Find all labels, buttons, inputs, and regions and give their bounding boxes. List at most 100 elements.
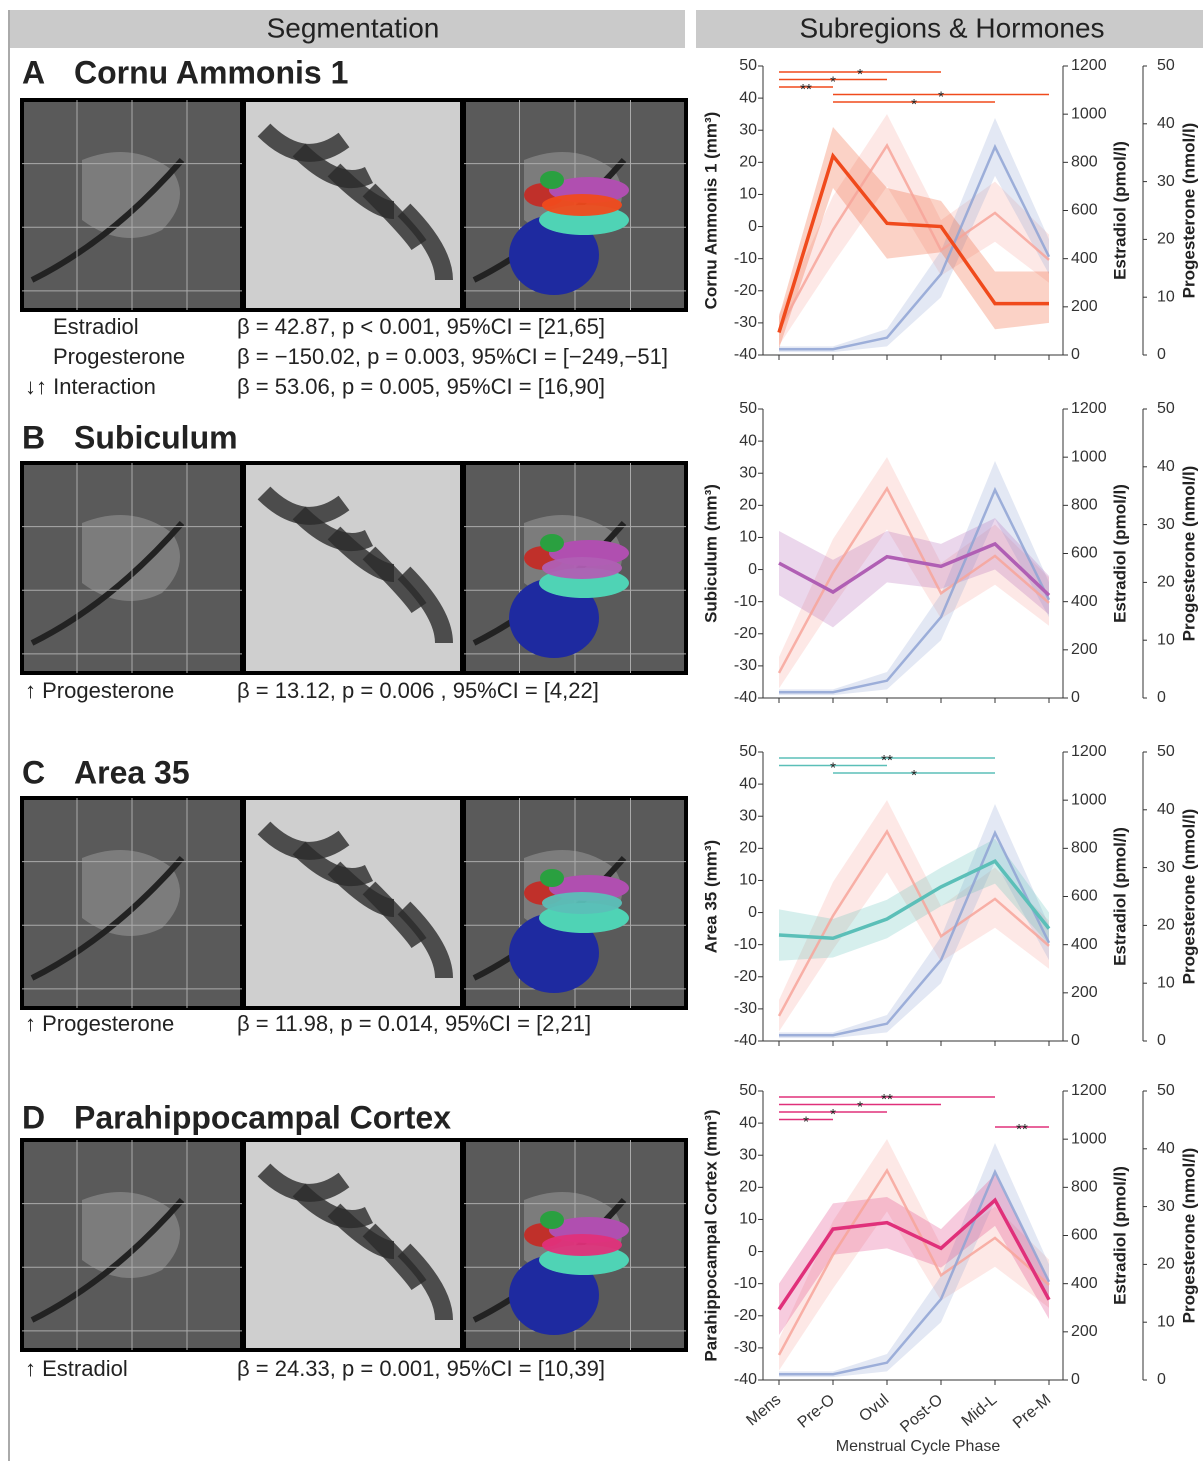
brain-image: [464, 463, 686, 673]
y3-tick-label: 40: [1157, 1140, 1175, 1157]
significance-label: *: [857, 1098, 863, 1115]
y3-tick-label: 0: [1157, 1371, 1166, 1388]
brain-image: [246, 465, 460, 671]
y-tick-label: -30: [734, 657, 757, 674]
y-tick-label: 20: [739, 154, 757, 171]
brain-image: [22, 798, 242, 1008]
y2-tick-label: 800: [1071, 154, 1098, 171]
y-tick-label: -30: [734, 1339, 757, 1356]
y2-tick-label: 0: [1071, 1371, 1080, 1388]
y3-tick-label: 50: [1157, 400, 1175, 417]
stat-label: ↑ Estradiol: [25, 1356, 128, 1381]
y2-tick-label: 1000: [1071, 105, 1107, 122]
y-axis-label: Subiculum (mm³): [701, 484, 720, 623]
y2-tick-label: 800: [1071, 840, 1098, 857]
y3-tick-label: 20: [1157, 231, 1175, 248]
y-tick-label: 0: [748, 1243, 757, 1260]
segment: [542, 557, 622, 579]
brain-image: [464, 100, 686, 310]
brain-image: [246, 800, 460, 1006]
significance-label: *: [830, 759, 836, 776]
stat-text: β = −150.02, p = 0.003, 95%CI = [−249,−5…: [237, 344, 668, 369]
brain-image: [22, 100, 242, 310]
y3-axis-label: Progesterone (nmol/l): [1179, 809, 1198, 985]
y3-tick-label: 40: [1157, 801, 1175, 818]
y2-tick-label: 400: [1071, 250, 1098, 267]
y-tick-label: -40: [734, 1371, 757, 1388]
y3-axis-label: Progesterone (nmol/l): [1179, 466, 1198, 642]
panel-letter: B: [22, 419, 45, 455]
panel-letter: D: [22, 1099, 45, 1135]
y2-tick-label: 200: [1071, 984, 1098, 1001]
segment: [542, 892, 622, 914]
y3-tick-label: 30: [1157, 516, 1175, 533]
y2-tick-label: 600: [1071, 888, 1098, 905]
x-axis-label: Menstrual Cycle Phase: [836, 1438, 1001, 1455]
stat-text: β = 53.06, p = 0.005, 95%CI = [16,90]: [237, 374, 605, 399]
y-tick-label: 0: [748, 218, 757, 235]
y2-tick-label: 600: [1071, 1227, 1098, 1244]
y-tick-label: 20: [739, 840, 757, 857]
segment: [540, 171, 564, 189]
y2-tick-label: 800: [1071, 497, 1098, 514]
panel-title: Subiculum: [74, 419, 238, 455]
significance-label: *: [830, 73, 836, 90]
y-tick-label: -10: [734, 936, 757, 953]
y-tick-label: 40: [739, 432, 757, 449]
significance-label: **: [881, 1091, 893, 1108]
y3-tick-label: 50: [1157, 743, 1175, 760]
y-tick-label: 10: [739, 872, 757, 889]
y2-tick-label: 1000: [1071, 1130, 1107, 1147]
y2-tick-label: 1200: [1071, 1082, 1107, 1099]
y3-tick-label: 30: [1157, 1198, 1175, 1215]
segment: [540, 1211, 564, 1229]
significance-label: *: [911, 96, 917, 113]
y2-axis-label: Estradiol (pmol/l): [1110, 1166, 1129, 1305]
y3-tick-label: 30: [1157, 859, 1175, 876]
y-axis-label: Cornu Ammonis 1 (mm³): [701, 112, 720, 310]
y2-tick-label: 1200: [1071, 743, 1107, 760]
y3-tick-label: 40: [1157, 115, 1175, 132]
segment: [540, 869, 564, 887]
y3-tick-label: 10: [1157, 631, 1175, 648]
y3-tick-label: 50: [1157, 57, 1175, 74]
y-tick-label: 0: [748, 904, 757, 921]
y2-tick-label: 200: [1071, 641, 1098, 658]
y2-tick-label: 400: [1071, 593, 1098, 610]
y-tick-label: 30: [739, 121, 757, 138]
header: Segmentation: [267, 12, 440, 43]
y-axis-label: Parahippocampal Cortex (mm³): [701, 1109, 720, 1361]
y-tick-label: -20: [734, 282, 757, 299]
y2-tick-label: 0: [1071, 346, 1080, 363]
y-tick-label: 20: [739, 497, 757, 514]
y3-tick-label: 40: [1157, 458, 1175, 475]
header: Subregions & Hormones: [799, 12, 1104, 43]
panel-letter: C: [22, 754, 45, 790]
significance-label: **: [1016, 1121, 1028, 1138]
y-tick-label: -40: [734, 346, 757, 363]
y-tick-label: 10: [739, 186, 757, 203]
y3-tick-label: 0: [1157, 1032, 1166, 1049]
y-tick-label: 30: [739, 464, 757, 481]
y2-axis-label: Estradiol (pmol/l): [1110, 484, 1129, 623]
segment: [540, 534, 564, 552]
brain-image: [246, 102, 460, 308]
y3-tick-label: 20: [1157, 574, 1175, 591]
y2-tick-label: 200: [1071, 1323, 1098, 1340]
y2-tick-label: 0: [1071, 1032, 1080, 1049]
y2-tick-label: 1200: [1071, 57, 1107, 74]
y-tick-label: -20: [734, 1307, 757, 1324]
stat-text: β = 13.12, p = 0.006 , 95%CI = [4,22]: [237, 678, 599, 703]
stat-label: Progesterone: [53, 344, 185, 369]
y3-tick-label: 50: [1157, 1082, 1175, 1099]
segment: [542, 1234, 622, 1256]
brain-image: [22, 1140, 242, 1350]
y-tick-label: -10: [734, 250, 757, 267]
segment: [542, 194, 622, 216]
stat-label: ↓↑ Interaction: [25, 374, 156, 399]
brain-image: [464, 1140, 686, 1350]
panel-title: Cornu Ammonis 1: [74, 54, 348, 90]
y2-tick-label: 1000: [1071, 791, 1107, 808]
y-tick-label: 40: [739, 775, 757, 792]
y-tick-label: 20: [739, 1179, 757, 1196]
